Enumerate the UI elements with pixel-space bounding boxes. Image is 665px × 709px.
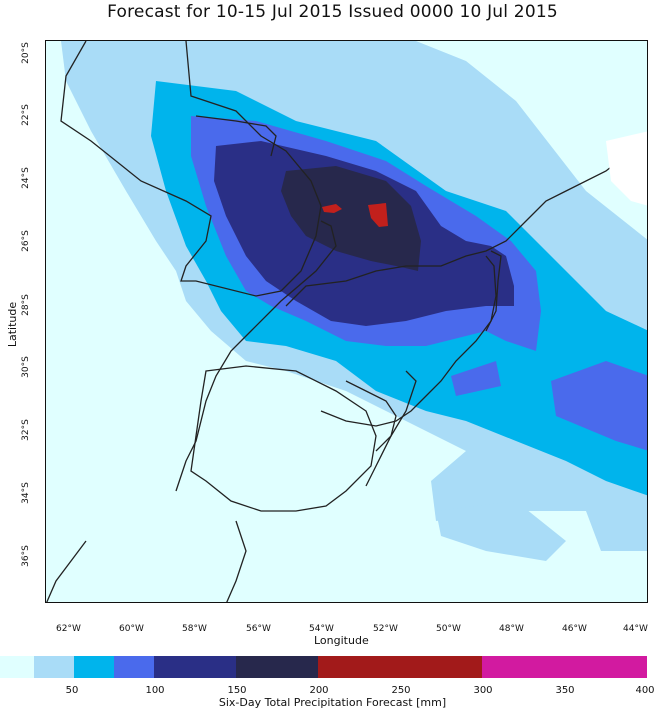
colorbar-swatch — [114, 656, 154, 678]
colorbar-label: 200 — [309, 685, 329, 696]
lon-tick: 44°W — [623, 624, 648, 634]
colorbar-label: 400 — [635, 685, 655, 696]
colorbar-swatch — [0, 656, 34, 678]
border-line — [345, 380, 397, 452]
colorbar-swatch — [318, 656, 482, 678]
no-data-patch — [606, 131, 647, 206]
colorbar-label: 50 — [65, 685, 79, 696]
border-line — [46, 540, 87, 602]
border-line — [485, 250, 502, 332]
x-axis-label: Longitude — [314, 634, 369, 647]
border-line — [195, 115, 277, 157]
colorbar-label: 250 — [391, 685, 411, 696]
lat-tick: 36°S — [20, 545, 31, 567]
lat-tick: 28°S — [20, 294, 31, 316]
lat-tick: 24°S — [20, 167, 31, 189]
colorbar-label: 350 — [555, 685, 575, 696]
colorbar-swatch — [74, 656, 114, 678]
border-line — [285, 145, 647, 307]
lon-tick: 48°W — [499, 624, 524, 634]
colorbar-label: 300 — [473, 685, 493, 696]
lon-tick: 62°W — [56, 624, 81, 634]
lat-tick: 32°S — [20, 419, 31, 441]
map-plot-area — [45, 40, 648, 603]
y-axis-label: Latitude — [6, 301, 20, 348]
lon-tick: 60°W — [119, 624, 144, 634]
lon-tick: 50°W — [436, 624, 461, 634]
border-line — [320, 255, 497, 427]
contour-25-50-blob — [436, 501, 566, 561]
colorbar-swatch — [236, 656, 318, 678]
country-borders — [46, 41, 647, 602]
lon-tick: 54°W — [309, 624, 334, 634]
lat-tick: 26°S — [20, 230, 31, 252]
lat-tick: 20°S — [20, 42, 31, 64]
border-line — [226, 520, 247, 602]
lon-tick: 52°W — [373, 624, 398, 634]
colorbar-label: 150 — [227, 685, 247, 696]
colorbar-swatch — [34, 656, 74, 678]
lat-tick: 22°S — [20, 104, 31, 126]
colorbar-title: Six-Day Total Precipitation Forecast [mm… — [218, 696, 447, 709]
colorbar-label: 100 — [145, 685, 165, 696]
border-line — [190, 365, 377, 512]
map-title: Forecast for 10-15 Jul 2015 Issued 0000 … — [107, 2, 558, 22]
lon-tick: 56°W — [246, 624, 271, 634]
colorbar — [0, 656, 665, 678]
precipitation-map — [46, 41, 647, 602]
contour-75-100-south — [451, 361, 501, 396]
contour-75-100-east — [551, 361, 647, 451]
lon-tick: 58°W — [182, 624, 207, 634]
contour-200-250-a — [322, 204, 342, 213]
colorbar-swatch — [154, 656, 236, 678]
lon-tick: 46°W — [562, 624, 587, 634]
lat-tick: 34°S — [20, 482, 31, 504]
colorbar-swatch — [482, 656, 647, 678]
contour-200-250-b — [368, 203, 388, 227]
border-line — [365, 370, 417, 487]
lat-tick: 30°S — [20, 356, 31, 378]
